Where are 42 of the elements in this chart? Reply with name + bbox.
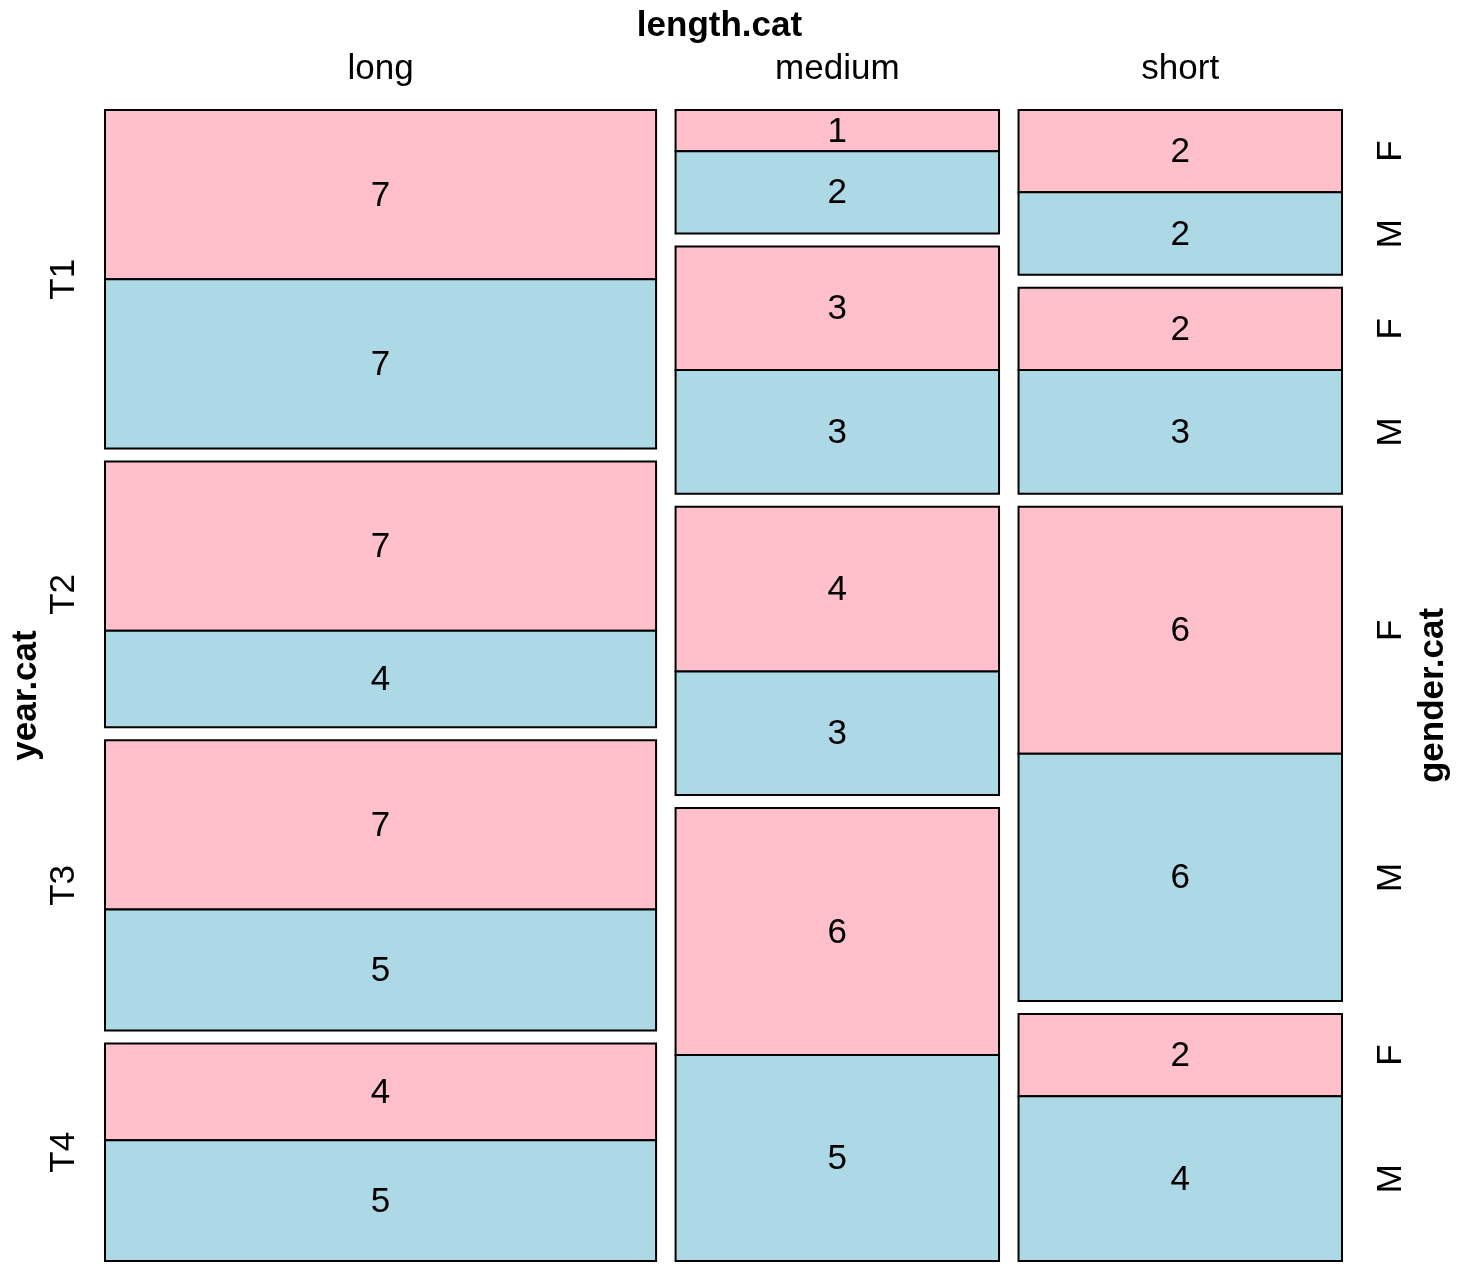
category-label: short [1141,47,1220,86]
data-label: 5 [827,1137,848,1177]
text: year.cat [4,629,43,761]
data-label: 2 [1170,212,1190,252]
data-label: 2 [827,171,848,211]
data-label: 5 [370,949,391,988]
data-label: 7 [370,342,391,382]
category-label: T4 [42,1131,81,1173]
text: F [1369,619,1408,641]
data-label: 3 [827,287,848,327]
text: F [1369,140,1408,162]
text: M [1369,1164,1408,1194]
category-label: T2 [42,573,81,615]
data-label: 7 [370,173,391,213]
data-label: 4 [827,568,848,608]
data-label: 3 [827,712,848,752]
category-label: T3 [42,864,81,906]
data-label: 7 [370,525,391,565]
data-label: 6 [1170,609,1190,649]
data-label: 6 [827,910,848,950]
text: F [1369,1044,1408,1066]
category-label: long [347,47,414,86]
data-label: 6 [1170,856,1190,896]
data-label: 4 [370,658,391,697]
text: length.cat [636,4,803,43]
data-label: 2 [1170,130,1190,170]
data-label: 4 [1170,1157,1190,1197]
text: M [1369,417,1408,447]
text: M [1369,218,1408,249]
category-label: medium [775,47,900,86]
data-label: 2 [1170,1034,1190,1074]
data-label: 4 [370,1070,391,1110]
data-label: 3 [1170,410,1190,450]
data-label: 2 [1170,307,1190,347]
text: F [1369,318,1408,340]
data-label: 5 [370,1179,391,1219]
data-label: 7 [370,803,391,843]
data-label: 1 [827,109,848,149]
text: M [1369,862,1408,892]
text: gender.cat [1411,607,1450,784]
category-label: T1 [42,258,81,300]
data-label: 3 [827,410,848,450]
